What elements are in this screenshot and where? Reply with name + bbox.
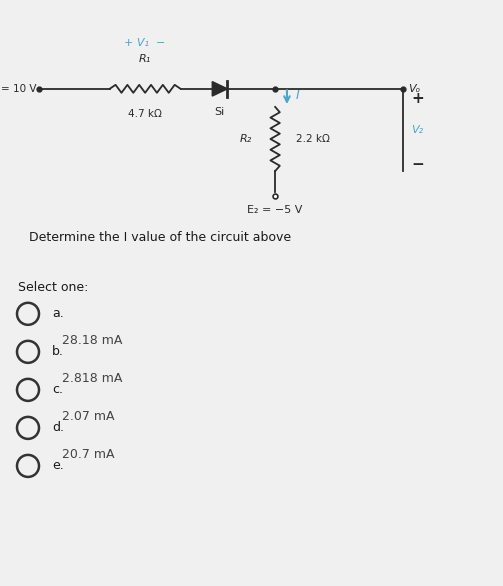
- Text: Determine the I value of the circuit above: Determine the I value of the circuit abo…: [29, 231, 291, 244]
- Text: d.: d.: [52, 421, 64, 434]
- Text: 28.18 mA: 28.18 mA: [62, 334, 122, 347]
- Text: 2.07 mA: 2.07 mA: [62, 410, 115, 423]
- Text: V₂: V₂: [411, 125, 424, 135]
- Text: + V₁  −: + V₁ −: [124, 38, 166, 47]
- Text: 4.7 kΩ: 4.7 kΩ: [128, 109, 162, 119]
- Text: a.: a.: [52, 307, 64, 321]
- Text: R₁: R₁: [139, 54, 151, 64]
- Text: Vₒ: Vₒ: [408, 84, 421, 94]
- Text: 2.818 mA: 2.818 mA: [62, 372, 122, 385]
- Text: +: +: [411, 91, 424, 106]
- Text: Select one:: Select one:: [18, 281, 89, 294]
- Text: c.: c.: [52, 383, 63, 396]
- Text: b.: b.: [52, 345, 64, 358]
- Text: 20.7 mA: 20.7 mA: [62, 448, 115, 461]
- Text: 2.2 kΩ: 2.2 kΩ: [296, 134, 330, 144]
- Text: E₁ = 10 V: E₁ = 10 V: [0, 84, 36, 94]
- Text: E₂ = −5 V: E₂ = −5 V: [247, 205, 303, 215]
- Text: Si: Si: [215, 107, 225, 117]
- Text: R₂: R₂: [240, 134, 253, 144]
- Text: e.: e.: [52, 459, 64, 472]
- Polygon shape: [212, 81, 227, 96]
- Text: I: I: [295, 89, 299, 102]
- Text: −: −: [411, 157, 424, 172]
